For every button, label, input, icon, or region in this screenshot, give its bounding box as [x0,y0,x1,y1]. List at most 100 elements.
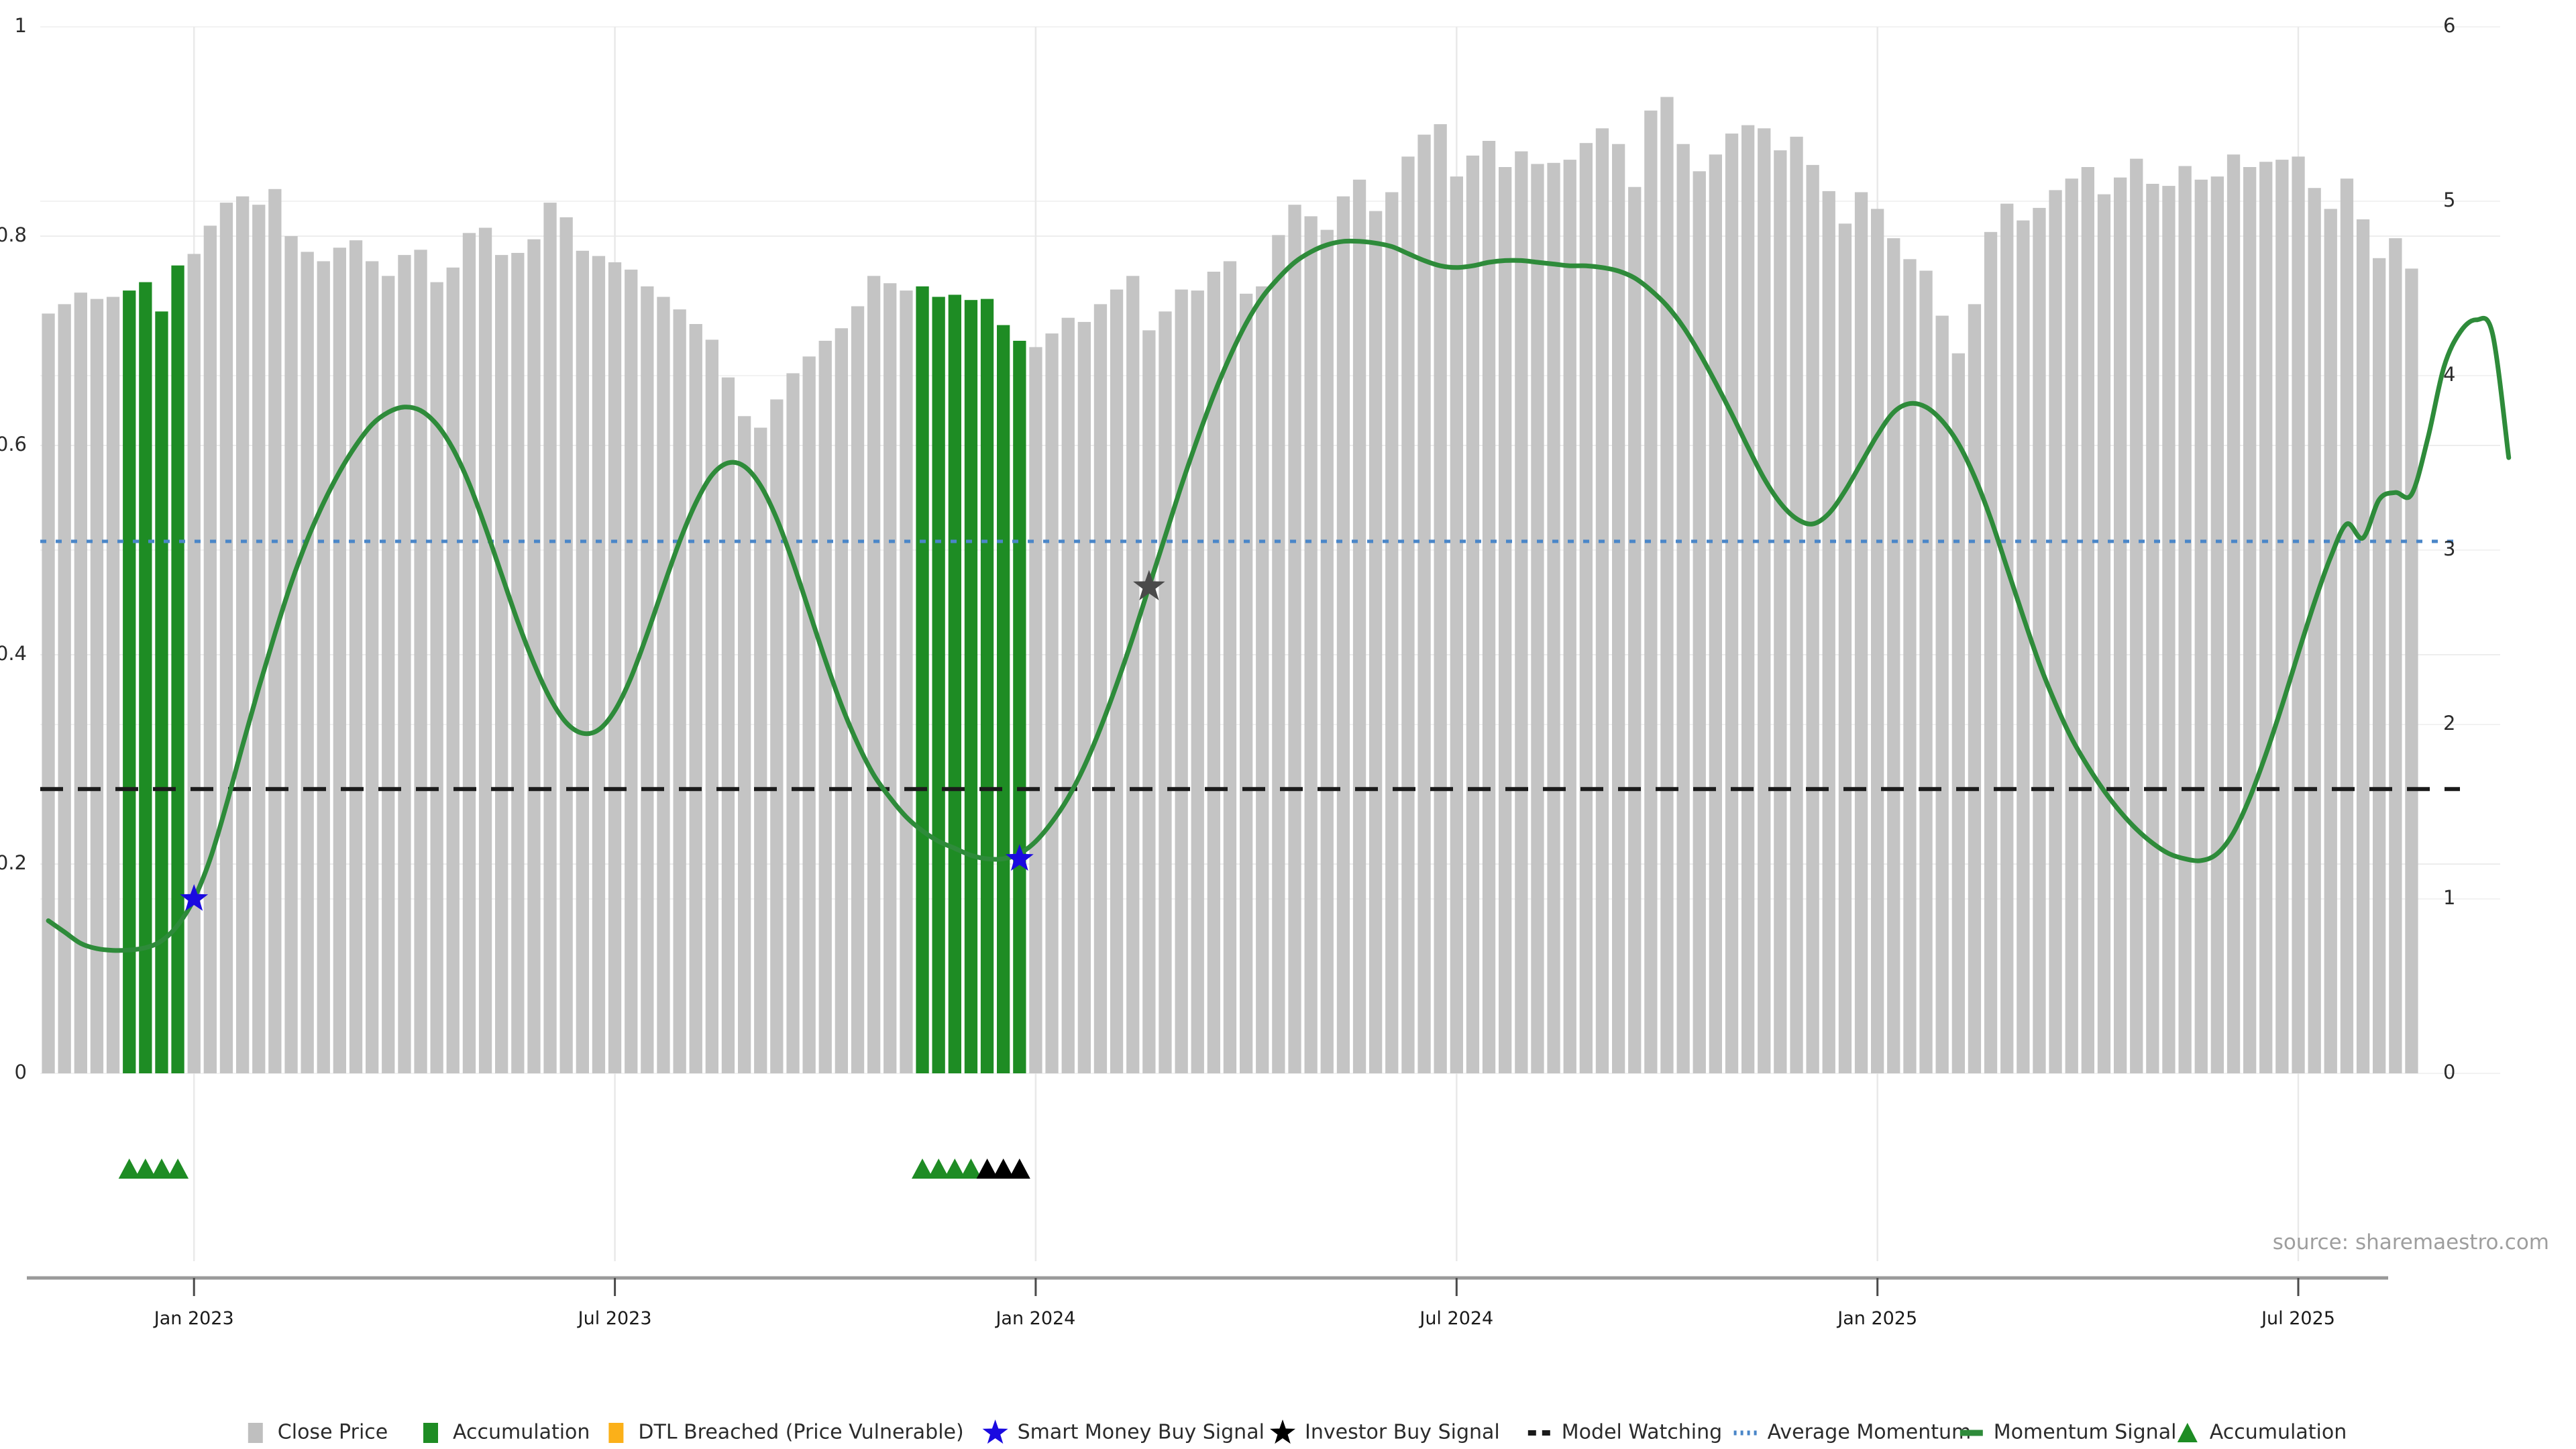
price-bar[interactable] [349,240,363,1074]
price-bar[interactable] [462,233,476,1073]
price-bar[interactable] [219,203,233,1074]
price-bar[interactable] [1693,171,1706,1073]
price-bar[interactable] [430,282,443,1074]
price-bar[interactable] [2065,178,2078,1074]
price-bar[interactable] [171,265,184,1074]
price-bar[interactable] [641,286,654,1073]
price-bar[interactable] [1126,276,1140,1073]
price-bar[interactable] [511,253,525,1073]
buy-signal-markers[interactable] [180,570,1165,911]
price-bar[interactable] [2017,220,2030,1074]
price-bar[interactable] [1352,179,1366,1073]
price-bar[interactable] [705,339,718,1073]
price-bar[interactable] [1256,286,1269,1073]
price-bar[interactable] [1838,223,1852,1073]
price-bar[interactable] [2356,219,2370,1073]
price-bar[interactable] [1579,143,1593,1074]
price-bar[interactable] [1725,133,1739,1074]
price-bar[interactable] [721,377,735,1073]
price-bar[interactable] [608,262,622,1073]
price-bar[interactable] [2324,209,2337,1073]
price-bar[interactable] [1612,144,1625,1074]
price-bar[interactable] [2178,166,2192,1074]
legend-investor-buy-signal[interactable]: Investor Buy Signal [1269,1419,1500,1444]
price-bar[interactable] [1531,164,1544,1073]
price-bar[interactable] [478,227,492,1074]
price-bar[interactable] [559,217,573,1073]
price-bar[interactable] [2405,268,2418,1073]
price-bar[interactable] [1320,229,1334,1074]
price-bar[interactable] [1741,125,1755,1074]
price-bar[interactable] [527,239,541,1074]
smart-money-buy-signal-marker[interactable] [180,884,209,911]
legend-model-watching[interactable]: Model Watching [1527,1421,1722,1444]
price-bar[interactable] [1288,205,1301,1074]
legend-accumulation-marker[interactable]: Accumulation [2177,1421,2347,1444]
price-bar[interactable] [997,325,1010,1074]
price-bar[interactable] [786,373,800,1073]
price-bar[interactable] [2308,188,2321,1074]
price-bar[interactable] [284,236,298,1073]
price-bar[interactable] [1142,330,1156,1073]
price-bar[interactable] [1482,141,1496,1073]
price-bar[interactable] [657,297,670,1074]
price-bar[interactable] [1563,160,1576,1074]
price-bar[interactable] [1595,128,1609,1073]
price-bar[interactable] [123,290,136,1074]
price-bar[interactable] [1709,154,1722,1073]
price-bar[interactable] [1077,321,1091,1073]
price-bar[interactable] [2389,238,2402,1074]
price-bar[interactable] [1029,347,1042,1073]
price-bar[interactable] [1968,304,1982,1073]
price-bar[interactable] [754,427,767,1074]
price-bar[interactable] [2275,160,2289,1074]
price-bar[interactable] [155,311,168,1073]
price-bar[interactable] [1434,124,1447,1074]
investor-buy-signal-marker[interactable] [1133,570,1165,600]
price-bar[interactable] [1903,259,1917,1073]
price-bar[interactable] [90,299,104,1074]
price-bar[interactable] [2373,258,2386,1073]
price-bar[interactable] [673,309,686,1074]
price-bar[interactable] [1660,97,1674,1074]
price-bar[interactable] [1758,128,1771,1073]
price-bar[interactable] [867,276,881,1073]
legend-average-momentum[interactable]: Average Momentum [1733,1421,1972,1444]
price-bar[interactable] [317,261,330,1073]
price-bar[interactable] [1806,164,1819,1073]
legend-accumulation-bar[interactable]: Accumulation [423,1421,590,1444]
price-bar[interactable] [252,205,266,1074]
price-bar[interactable] [2114,177,2127,1074]
price-bar[interactable] [592,256,606,1074]
price-bar[interactable] [916,286,929,1073]
price-bar[interactable] [900,290,913,1074]
price-bar[interactable] [42,313,55,1073]
price-bar[interactable] [382,276,395,1073]
price-bar[interactable] [802,356,816,1073]
price-bar[interactable] [414,250,427,1073]
price-bar[interactable] [2340,178,2354,1074]
price-bar[interactable] [1499,167,1512,1073]
price-bar[interactable] [1272,235,1285,1073]
price-bar[interactable] [2097,194,2111,1074]
price-bar[interactable] [1450,176,1463,1074]
legend-momentum-signal[interactable]: Momentum Signal [1960,1421,2177,1444]
price-bar[interactable] [2049,190,2062,1073]
price-bar[interactable] [1045,333,1059,1074]
price-bar[interactable] [818,341,832,1073]
price-bar[interactable] [883,283,897,1074]
price-bar[interactable] [1822,191,1835,1073]
price-bar[interactable] [1013,341,1026,1073]
price-bar[interactable] [1790,136,1803,1073]
price-bar[interactable] [106,297,120,1074]
price-bar[interactable] [74,292,87,1074]
price-bar[interactable] [1515,151,1528,1074]
smart-money-buy-signal-marker[interactable] [1005,844,1034,871]
price-bar[interactable] [2162,186,2176,1074]
price-bar[interactable] [1207,272,1220,1073]
price-bar[interactable] [1854,192,1868,1074]
price-bar[interactable] [576,250,589,1073]
price-bar[interactable] [1887,238,1900,1074]
close-price-bars[interactable] [42,97,2418,1074]
price-bar[interactable] [2259,162,2273,1074]
